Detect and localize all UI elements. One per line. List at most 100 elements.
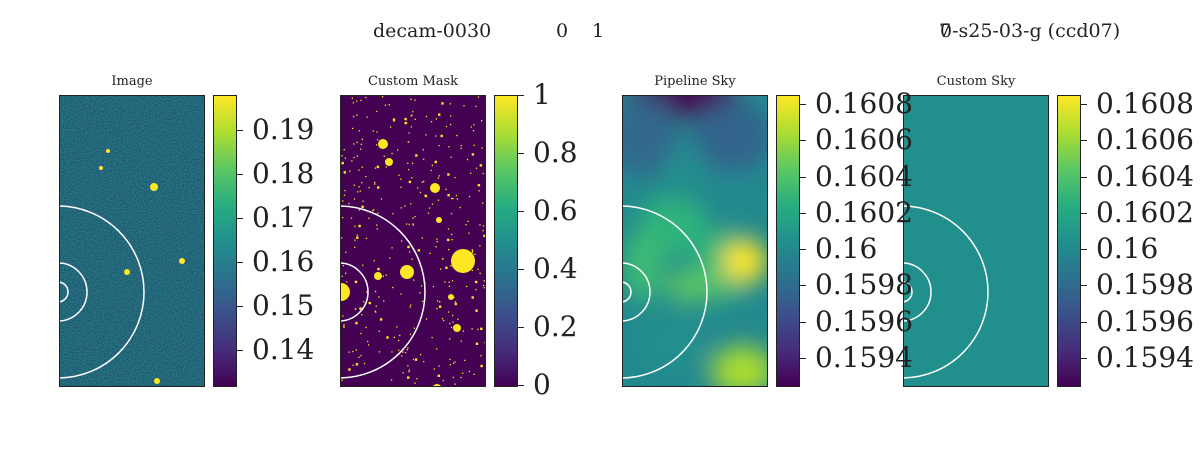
mask-pixel <box>441 318 444 320</box>
mask-pixel <box>475 309 478 312</box>
mask-pixel <box>341 161 344 165</box>
mask-pixel <box>352 350 354 353</box>
mask-pixel <box>401 355 403 357</box>
mask-pixel <box>400 240 403 242</box>
mask-pixel <box>436 307 438 310</box>
mask-pixel <box>435 135 437 137</box>
mask-pixel <box>430 169 432 172</box>
colorbar-tick-label: 1 <box>533 78 551 111</box>
mask-pixel <box>419 191 422 194</box>
mask-pixel <box>449 322 451 325</box>
mask-pixel <box>354 225 356 227</box>
mask-pixel <box>451 314 454 317</box>
mask-pixel <box>373 260 375 262</box>
mask-pixel <box>448 146 450 148</box>
mask-pixel <box>477 328 479 331</box>
mask-pixel <box>368 186 370 189</box>
colorbar-tick-label: 0 <box>533 368 551 401</box>
mask-pixel <box>415 154 418 157</box>
mask-pixel <box>479 224 481 226</box>
mask-pixel <box>351 160 353 162</box>
mask-pixel <box>342 265 344 267</box>
mask-pixel <box>482 202 484 204</box>
mask-pixel <box>341 275 343 277</box>
mask-pixel <box>406 349 408 351</box>
colorbar-tick <box>1081 358 1087 359</box>
mask-pixel <box>341 155 343 157</box>
mask-pixel <box>454 302 457 306</box>
mask-pixel <box>438 365 440 367</box>
mask-pixel <box>358 169 360 171</box>
image-panel <box>59 95 205 387</box>
colorbar-tick <box>518 327 524 328</box>
colorbar-tick <box>518 269 524 270</box>
colorbar-tick <box>237 174 243 175</box>
mask-pixel <box>404 121 407 125</box>
mask-pixel <box>454 361 456 363</box>
mask-pixel <box>475 105 477 108</box>
mask-pixel <box>445 188 447 191</box>
mask-pixel <box>447 238 450 242</box>
mask-pixel <box>343 325 345 327</box>
mask-pixel <box>356 155 358 157</box>
mask-pixel <box>427 212 430 214</box>
colorbar-tick-label: 0.16 <box>252 245 315 278</box>
mask-pixel <box>411 258 413 260</box>
mask-pixel <box>400 207 402 209</box>
bright-source <box>154 378 160 384</box>
mask-pixel <box>421 237 423 239</box>
mask-pixel <box>442 379 444 382</box>
colorbar-tick <box>237 218 243 219</box>
mask-pixel <box>378 351 381 353</box>
mask-pixel <box>348 368 351 371</box>
colorbar-tick-label: 0.1594 <box>1096 341 1194 374</box>
mask-pixel <box>384 104 387 106</box>
mask-pixel <box>417 249 421 252</box>
mask-pixel <box>437 374 440 377</box>
mask-pixel <box>482 284 485 287</box>
mask-pixel <box>429 252 431 254</box>
colorbar-tick-label: 0.1606 <box>1096 123 1194 156</box>
mask-pixel <box>390 379 393 381</box>
mask-pixel <box>422 300 424 302</box>
mask-pixel <box>430 121 433 123</box>
image-colorbar <box>213 95 237 387</box>
mask-pixel <box>365 175 367 178</box>
colorbar-tick <box>237 262 243 263</box>
mask-pixel <box>471 296 474 299</box>
mask-pixel <box>483 287 485 289</box>
mask-pixel <box>392 213 394 215</box>
mask-pixel <box>477 96 480 98</box>
mask-pixel <box>355 321 358 325</box>
mask-pixel <box>377 212 379 214</box>
colorbar-tick-label: 0.1596 <box>1096 305 1194 338</box>
mask-pixel <box>365 96 367 99</box>
colorbar-tick <box>800 358 806 359</box>
mask-pixel <box>366 291 368 293</box>
mask-pixel <box>367 340 369 343</box>
mask-pixel <box>376 165 380 169</box>
mask-pixel <box>450 156 452 158</box>
mask-pixel <box>361 166 363 168</box>
mask-pixel <box>408 180 412 184</box>
mask-pixel <box>411 177 413 179</box>
mask-pixel <box>372 130 374 132</box>
mask-pixel <box>388 104 390 106</box>
mask-pixel <box>443 319 445 322</box>
mask-pixel <box>447 228 450 230</box>
colorbar-tick <box>1081 177 1087 178</box>
mask-pixel <box>441 258 444 260</box>
mask-pixel <box>383 300 385 302</box>
mask-pixel <box>483 234 485 237</box>
mask-pixel <box>356 234 358 236</box>
mask-pixel <box>448 285 450 287</box>
mask-pixel <box>358 209 361 211</box>
pipeline-sky-colorbar <box>776 95 800 387</box>
mask-pixel <box>477 268 479 270</box>
mask-pixel <box>463 105 465 107</box>
mask-pixel <box>405 223 408 225</box>
mask-pixel <box>393 336 395 338</box>
colorbar-tick <box>1081 140 1087 141</box>
colorbar-tick <box>800 177 806 178</box>
colorbar-tick-label: 0.15 <box>252 289 315 322</box>
